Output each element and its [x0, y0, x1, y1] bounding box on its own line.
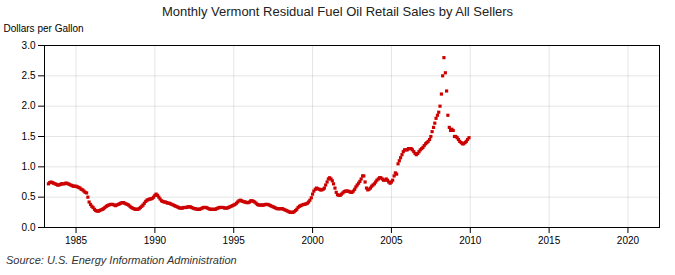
svg-text:1995: 1995	[223, 235, 246, 246]
svg-text:0.0: 0.0	[22, 222, 36, 233]
svg-text:1985: 1985	[65, 235, 88, 246]
svg-text:3.0: 3.0	[22, 40, 36, 51]
svg-text:2.5: 2.5	[22, 70, 36, 81]
svg-text:1990: 1990	[144, 235, 167, 246]
svg-text:2.0: 2.0	[22, 100, 36, 111]
html-text:Source: U.S. Energy Informatio: Source: U.S. Energy Information Administ…	[6, 254, 237, 266]
svg-text:2015: 2015	[538, 235, 561, 246]
svg-text:0.5: 0.5	[22, 191, 36, 202]
svg-text:2020: 2020	[617, 235, 640, 246]
svg-text:2000: 2000	[301, 235, 324, 246]
svg-text:2010: 2010	[459, 235, 482, 246]
svg-text:Dollars per Gallon: Dollars per Gallon	[4, 23, 84, 34]
svg-text:2005: 2005	[380, 235, 403, 246]
html-text:Monthly Vermont Residual Fuel: Monthly Vermont Residual Fuel Oil Retail…	[161, 4, 514, 19]
svg-text:1.0: 1.0	[22, 161, 36, 172]
svg-text:1.5: 1.5	[22, 131, 36, 142]
